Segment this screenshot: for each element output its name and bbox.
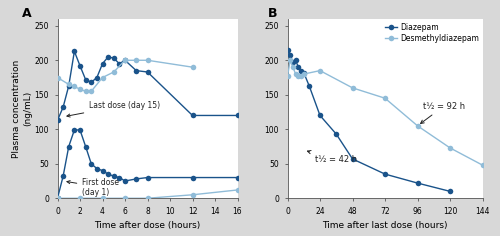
- Line: Desmethyldiazepam: Desmethyldiazepam: [284, 58, 486, 168]
- Text: t½ = 42 h: t½ = 42 h: [308, 151, 356, 164]
- Desmethyldiazepam: [480, 164, 486, 167]
- Desmethyldiazepam: [301, 73, 307, 76]
- Diazepam: [317, 114, 323, 117]
- Desmethyldiazepam: [296, 75, 302, 78]
- Desmethyldiazepam: [382, 97, 388, 100]
- Desmethyldiazepam: [298, 75, 304, 78]
- Desmethyldiazepam: [287, 59, 293, 62]
- Diazepam: [306, 84, 312, 87]
- Desmethyldiazepam: [317, 69, 323, 72]
- Diazepam: [350, 157, 356, 160]
- Desmethyldiazepam: [284, 75, 290, 78]
- Desmethyldiazepam: [350, 86, 356, 89]
- Diazepam: [287, 54, 293, 57]
- Desmethyldiazepam: [447, 147, 453, 149]
- Text: B: B: [268, 7, 278, 20]
- Diazepam: [298, 69, 304, 72]
- Desmethyldiazepam: [292, 73, 298, 76]
- Text: A: A: [22, 7, 31, 20]
- Diazepam: [301, 71, 307, 74]
- Diazepam: [292, 59, 298, 62]
- Diazepam: [414, 182, 420, 185]
- X-axis label: Time after dose (hours): Time after dose (hours): [94, 221, 200, 230]
- Line: Diazepam: Diazepam: [284, 47, 453, 194]
- Text: First dose
(day 1): First dose (day 1): [67, 177, 120, 197]
- X-axis label: Time after last dose (hours): Time after last dose (hours): [322, 221, 448, 230]
- Desmethyldiazepam: [290, 66, 296, 69]
- Diazepam: [447, 190, 453, 193]
- Text: Last dose (day 15): Last dose (day 15): [67, 101, 160, 117]
- Diazepam: [382, 173, 388, 176]
- Diazepam: [333, 133, 339, 135]
- Text: t½ = 92 h: t½ = 92 h: [420, 101, 465, 123]
- Legend: Diazepam, Desmethyldiazepam: Diazepam, Desmethyldiazepam: [386, 23, 478, 43]
- Diazepam: [296, 66, 302, 69]
- Diazepam: [284, 49, 290, 51]
- Diazepam: [290, 61, 296, 64]
- Y-axis label: Plasma concentration
(ng/mL): Plasma concentration (ng/mL): [12, 59, 32, 158]
- Desmethyldiazepam: [414, 124, 420, 127]
